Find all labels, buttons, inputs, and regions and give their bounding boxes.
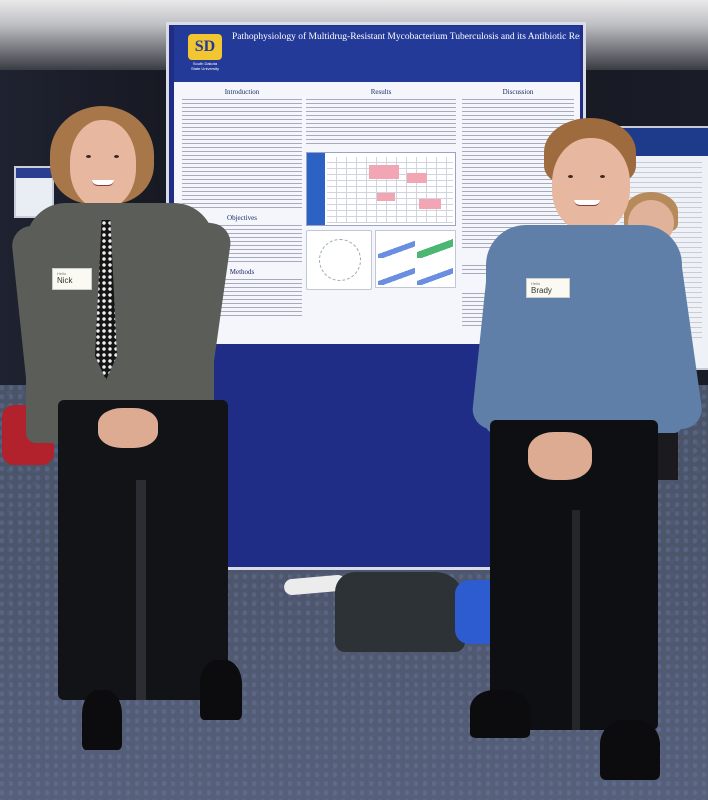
results-figures (306, 230, 456, 290)
right-hands (528, 432, 592, 480)
right-face (552, 138, 630, 232)
curve-figures (375, 230, 456, 288)
phylogeny-figure (306, 230, 372, 290)
left-shoe-2 (200, 660, 242, 720)
left-name-tag: Hello Nick (52, 268, 92, 290)
left-face (70, 120, 136, 208)
logo-text: South Dakota State University (190, 61, 219, 71)
right-shoe-1 (470, 690, 530, 738)
left-pants (58, 400, 228, 700)
poster-column-middle: Results (306, 88, 456, 290)
university-logo: SD South Dakota State University (188, 34, 222, 72)
logo-seal: SD (188, 34, 222, 60)
section-results: Results (370, 88, 392, 96)
section-methods: Methods (229, 268, 255, 276)
results-text (306, 99, 456, 147)
black-backpack (335, 572, 465, 652)
results-heatmap-table (306, 152, 456, 226)
patterned-tie (95, 220, 117, 380)
section-introduction: Introduction (224, 88, 260, 96)
left-hands (98, 408, 158, 448)
right-shoe-2 (600, 720, 660, 780)
section-discussion: Discussion (502, 88, 534, 96)
left-shoe-1 (82, 690, 122, 750)
section-objectives: Objectives (227, 214, 257, 222)
poster-header: SD South Dakota State University Pathoph… (174, 26, 580, 82)
poster-title: Pathophysiology of Multidrug-Resistant M… (232, 32, 580, 42)
right-name-tag: Hello Brady (526, 278, 570, 298)
introduction-text (182, 99, 302, 209)
